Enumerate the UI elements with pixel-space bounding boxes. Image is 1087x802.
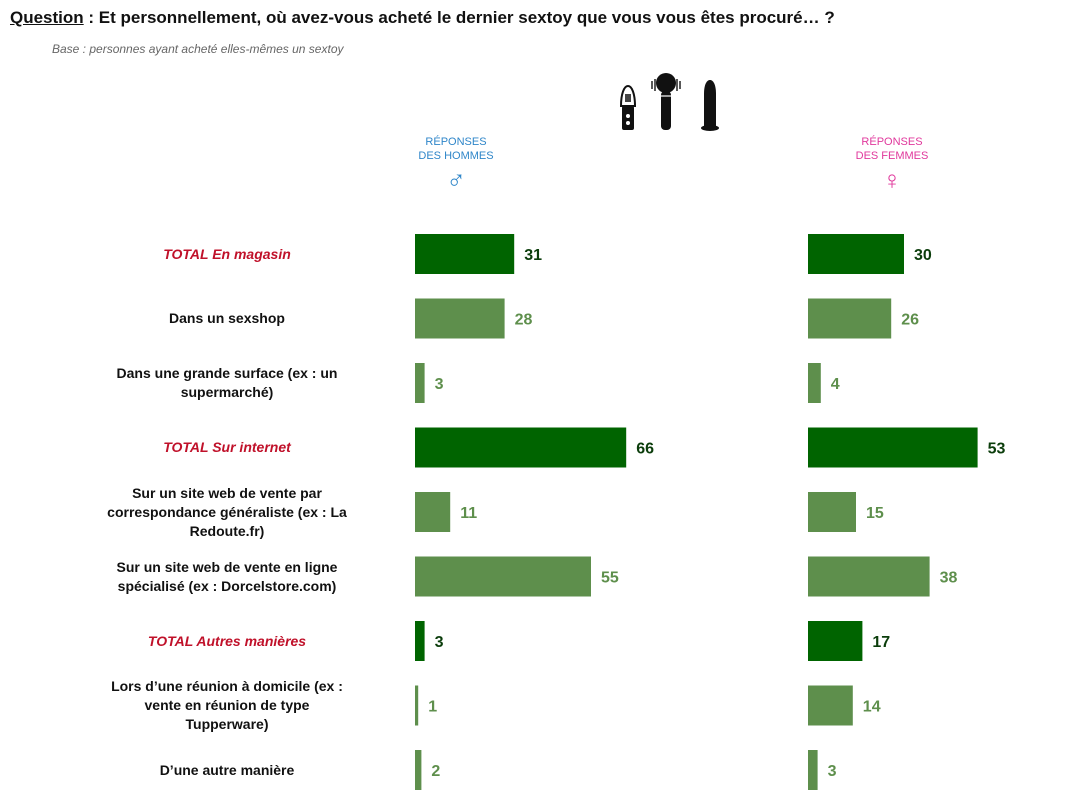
- women-bar: [808, 234, 904, 274]
- vibrator-icon: [619, 84, 637, 130]
- category-label: Dans un sexshop: [60, 287, 394, 351]
- women-bar: [808, 750, 818, 790]
- men-bar: [415, 556, 591, 597]
- category-label: Lors d’une réunion à domicile (ex : vente…: [60, 674, 394, 738]
- category-label-line: supermarché): [180, 384, 274, 400]
- men-bar: [415, 492, 451, 532]
- category-label-line: Tupperware): [185, 716, 269, 732]
- category-label: TOTAL Sur internet: [60, 416, 394, 480]
- category-label: TOTAL En magasin: [60, 222, 394, 286]
- category-label-line: Sur un site web de vente en ligne: [116, 558, 338, 575]
- category-label-line: TOTAL Sur internet: [163, 439, 291, 455]
- men-value-label: 3: [435, 634, 444, 651]
- category-label-line: Dans un sexshop: [169, 310, 285, 326]
- category-label: Sur un site web de vente en ligne spécial…: [60, 545, 394, 609]
- question-label: Question: [10, 8, 84, 27]
- category-label: Dans une grande surface (ex : un supermar…: [60, 351, 394, 415]
- women-value-label: 4: [831, 376, 840, 393]
- men-bar: [415, 298, 505, 339]
- base-note: Base : personnes ayant acheté elles-même…: [52, 42, 344, 56]
- women-bar: [808, 492, 856, 532]
- women-bar: [808, 427, 978, 468]
- dildo-icon: [701, 80, 719, 131]
- women-value-label: 26: [901, 312, 919, 329]
- header-women-line1: RÉPONSES: [861, 136, 923, 148]
- category-label: D’une autre manière: [60, 738, 394, 802]
- men-bar: [415, 750, 422, 790]
- women-value-label: 53: [988, 441, 1006, 458]
- women-value-label: 15: [866, 505, 884, 522]
- men-value-label: 28: [515, 312, 533, 329]
- men-bar: [415, 363, 425, 403]
- category-label: TOTAL Autres manières: [60, 609, 394, 673]
- question-text: : Et personnellement, où avez-vous achet…: [83, 8, 835, 27]
- women-bar: [808, 685, 853, 726]
- header-men-line1: RÉPONSES: [425, 136, 487, 148]
- men-value-label: 11: [460, 505, 477, 522]
- category-label-line: Redoute.fr): [189, 522, 265, 539]
- women-value-label: 3: [828, 763, 837, 780]
- men-bar: [415, 234, 515, 274]
- women-value-label: 14: [863, 699, 881, 716]
- men-bar: [415, 685, 419, 726]
- male-symbol-icon: ♂: [446, 165, 466, 195]
- women-bar: [808, 556, 930, 597]
- category-label-line: TOTAL Autres manières: [147, 632, 307, 649]
- category-label-line: vente en réunion de type: [144, 697, 310, 713]
- sextoy-icons: [619, 73, 719, 131]
- wand-massager-icon: [651, 73, 681, 130]
- men-value-label: 55: [601, 570, 619, 587]
- men-value-label: 3: [435, 376, 444, 393]
- category-label-line: Lors d’une réunion à domicile (ex :: [111, 678, 343, 694]
- men-value-label: 66: [636, 441, 654, 458]
- women-bar: [808, 363, 821, 403]
- women-value-label: 38: [940, 570, 958, 587]
- header-women-line2: DES FEMMES: [855, 150, 929, 162]
- question-title: Question : Et personnellement, où avez-v…: [10, 8, 835, 28]
- category-label-line: Dans une grande surface (ex : un: [116, 365, 338, 381]
- header-men-line2: DES HOMMES: [418, 150, 494, 162]
- category-label: Sur un site web de vente par correspondan…: [60, 480, 394, 544]
- category-label-line: correspondance généraliste (ex : La: [107, 503, 347, 520]
- category-label-line: D’une autre manière: [159, 761, 295, 778]
- category-label-line: Sur un site web de vente par: [132, 484, 322, 501]
- women-bar: [808, 298, 892, 339]
- women-bar: [808, 621, 863, 661]
- men-bar: [415, 621, 425, 661]
- men-value-label: 2: [431, 763, 440, 780]
- category-label-line: TOTAL En magasin: [163, 245, 291, 262]
- women-value-label: 30: [914, 247, 932, 264]
- header-women: RÉPONSES DES FEMMES ♀: [812, 135, 972, 195]
- men-value-label: 1: [428, 699, 437, 716]
- men-value-label: 31: [524, 247, 542, 264]
- men-bar: [415, 427, 627, 468]
- female-symbol-icon: ♀: [882, 165, 902, 195]
- women-value-label: 17: [872, 634, 890, 651]
- header-men: RÉPONSES DES HOMMES ♂: [376, 135, 536, 195]
- category-label-line: spécialisé (ex : Dorcelstore.com): [117, 577, 337, 594]
